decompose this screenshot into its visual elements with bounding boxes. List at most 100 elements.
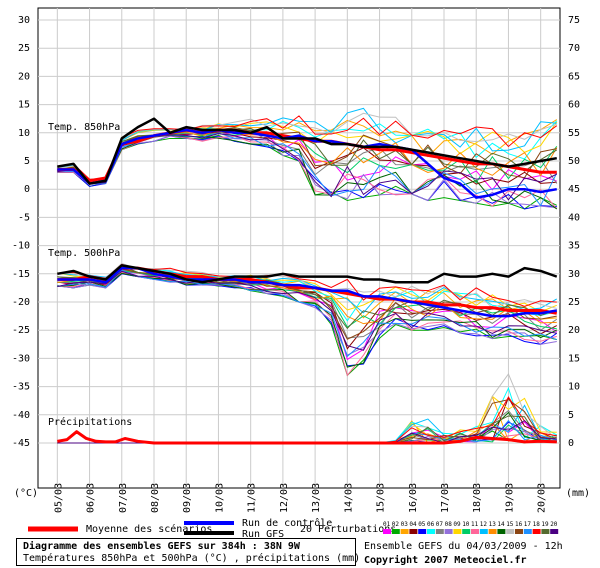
series-line-t850 <box>57 117 557 185</box>
perturbation-number: 11 <box>471 521 479 528</box>
y-unit-right: (mm) <box>566 488 590 499</box>
x-axis: 05/03 06/03 07/03 08/03 09/03 10/03 11/03 12/03… <box>53 483 547 513</box>
perturbation-swatch <box>479 529 488 534</box>
y-tick-label-left: 5 <box>24 156 30 167</box>
footer-subtitle: Températures 850hPa et 500hPa (°C) , pré… <box>23 553 361 564</box>
perturbation-number: 06 <box>427 521 435 528</box>
panel-label-t500: Temp. 500hPa <box>48 248 120 259</box>
y-tick-label-left: -30 <box>12 353 30 364</box>
y-tick-label-left: -15 <box>12 269 30 280</box>
perturbation-line-500 <box>57 270 557 351</box>
y-tick-label-right: 25 <box>568 297 580 308</box>
perturbation-number: 03 <box>401 521 409 528</box>
y-tick-label-left: -5 <box>18 212 30 223</box>
x-tick-label: 10/03 <box>214 483 225 513</box>
plot-area <box>37 7 561 489</box>
y-tick-label-right: 10 <box>568 382 580 393</box>
y-tick-label-left: -20 <box>12 297 30 308</box>
y-tick-label-right: 40 <box>568 212 580 223</box>
y-tick-label-left: 0 <box>24 184 30 195</box>
y-tick-label-right: 75 <box>568 15 580 26</box>
perturbation-number: 19 <box>541 521 549 528</box>
perturbation-number: 15 <box>506 521 514 528</box>
x-tick-label: 08/03 <box>150 483 161 513</box>
x-tick-label: 13/03 <box>311 483 322 513</box>
perturbation-swatch <box>418 529 427 534</box>
perturbation-swatch <box>523 529 532 534</box>
x-tick-label: 15/03 <box>376 483 387 513</box>
perturbation-legend: 01 02 03 04 05 06 07 08 09 10 11 12 13 14 15 16 17 18 19 20 <box>383 521 559 534</box>
ensemble-run-info: Ensemble GEFS du 04/03/2009 - 12h <box>364 541 563 552</box>
y-tick-label-right: 15 <box>568 353 580 364</box>
perturbation-swatch <box>488 529 497 534</box>
perturbation-number: 14 <box>497 521 505 528</box>
perturbation-number: 08 <box>445 521 453 528</box>
perturbation-number: 01 <box>383 521 391 528</box>
footer-title-box: Diagramme des ensembles GEFS sur 384h : … <box>16 538 360 566</box>
panel-label-t850: Temp. 850hPa <box>48 122 120 133</box>
perturbation-number: 10 <box>462 521 470 528</box>
x-tick-label: 17/03 <box>440 483 451 513</box>
x-tick-label: 12/03 <box>279 483 290 513</box>
y-tick-label-right: 45 <box>568 184 580 195</box>
x-tick-label: 11/03 <box>247 483 258 513</box>
perturbation-swatch <box>497 529 506 534</box>
perturbation-number: 16 <box>515 521 523 528</box>
perturbation-swatch <box>435 529 444 534</box>
legend-label-mean: Moyenne des scénarios <box>86 523 212 535</box>
y-tick-label-left: -40 <box>12 410 30 421</box>
x-tick-label: 18/03 <box>472 483 483 513</box>
copyright: Copyright 2007 Meteociel.fr <box>364 555 527 566</box>
y-tick-label-right: 55 <box>568 128 580 139</box>
perturbation-number: 09 <box>453 521 461 528</box>
perturbation-number: 12 <box>480 521 488 528</box>
perturbation-swatch <box>532 529 541 534</box>
y-tick-label-right: 35 <box>568 241 580 252</box>
perturbation-swatch <box>506 529 515 534</box>
x-tick-label: 16/03 <box>408 483 419 513</box>
y-tick-label-right: 5 <box>568 410 574 421</box>
perturbation-number: 02 <box>392 521 400 528</box>
perturbation-swatch <box>471 529 479 534</box>
legend-label-control: Run de contrôle <box>242 517 332 529</box>
y-tick-label-left: -35 <box>12 382 30 393</box>
footer-title: Diagramme des ensembles GEFS sur 384h : … <box>23 541 300 552</box>
x-tick-label: 06/03 <box>86 483 97 513</box>
y-tick-label-left: -10 <box>12 241 30 252</box>
perturbation-number: 18 <box>533 521 541 528</box>
perturbation-number: 17 <box>524 521 532 528</box>
x-tick-label: 07/03 <box>118 483 129 513</box>
y-tick-label-left: 30 <box>18 15 30 26</box>
y-axis-left: 30 25 20 15 10 5 0 -5 -10 -15 -20 -25 -30 -35 -40 -45 <box>12 15 30 449</box>
main-series-lines <box>57 117 558 445</box>
y-tick-label-right: 0 <box>568 438 574 449</box>
perturbation-swatch <box>400 529 409 534</box>
perturbation-number: 13 <box>489 521 497 528</box>
perturbation-swatch <box>541 529 550 534</box>
perturbation-swatch <box>444 529 453 534</box>
perturbation-swatch <box>453 529 462 534</box>
y-tick-label-right: 50 <box>568 156 580 167</box>
y-unit-left: (°C) <box>14 488 38 499</box>
y-tick-label-left: 10 <box>18 128 30 139</box>
y-tick-label-left: -45 <box>12 438 30 449</box>
perturbation-number: 05 <box>418 521 426 528</box>
perturbation-number: 04 <box>409 521 417 528</box>
perturbation-swatch <box>462 529 471 534</box>
x-tick-label: 20/03 <box>537 483 548 513</box>
perturbation-number: 07 <box>436 521 444 528</box>
y-tick-label-right: 60 <box>568 100 580 111</box>
x-tick-label: 19/03 <box>504 483 515 513</box>
y-tick-label-left: 25 <box>18 43 30 54</box>
series-line-t850 <box>57 128 557 183</box>
series-line-t500 <box>57 264 558 284</box>
x-tick-label: 05/03 <box>53 483 64 513</box>
y-tick-label-left: -25 <box>12 325 30 336</box>
y-tick-label-right: 65 <box>568 71 580 82</box>
legend-label-perturbations: 20 Perturbations <box>300 524 396 535</box>
y-tick-label-right: 30 <box>568 269 580 280</box>
panel-label-precip: Précipitations <box>48 416 132 428</box>
perturbation-line-500 <box>57 269 557 358</box>
